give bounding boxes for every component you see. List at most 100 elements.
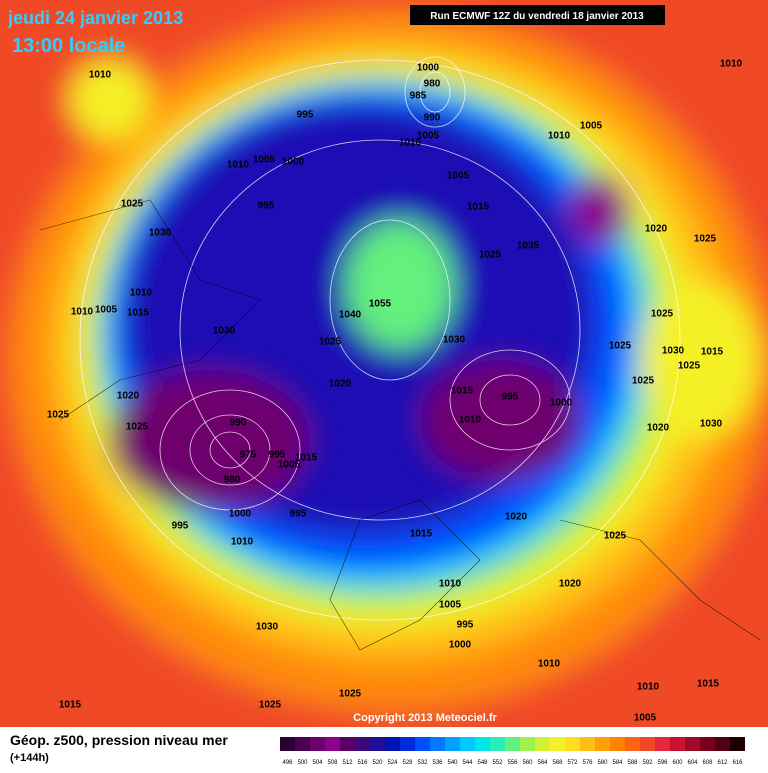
time: 13:00 locale <box>12 35 125 57</box>
isobar-label: 1015 <box>59 700 82 711</box>
scale-swatch <box>610 737 625 751</box>
isobar-label: 1025 <box>121 199 144 210</box>
scale-label: 496 <box>282 760 293 766</box>
isobar-label: 1040 <box>339 310 362 321</box>
isobar-label: 1015 <box>467 202 490 213</box>
isobar-label: 1000 <box>229 509 252 520</box>
scale-label: 516 <box>357 760 368 766</box>
isobar-label: 1020 <box>645 224 668 235</box>
scale-label: 524 <box>387 760 398 766</box>
scale-swatch <box>700 737 715 751</box>
isobars <box>79 56 681 621</box>
isobar-label: 1030 <box>149 228 172 239</box>
scale-label: 616 <box>732 760 743 766</box>
scale-label: 540 <box>447 760 458 766</box>
isobar-label: 1025 <box>47 410 70 421</box>
isobar-label: 995 <box>297 110 314 121</box>
isobar-label: 1010 <box>548 131 571 142</box>
isobar-label: 1000 <box>282 157 305 168</box>
lead-time: (+144h) <box>10 752 49 764</box>
isobar-label: 1030 <box>662 346 685 357</box>
isobar-label: 995 <box>290 509 307 520</box>
scale-label: 512 <box>342 760 353 766</box>
scale-swatch <box>490 737 505 751</box>
date: jeudi 24 janvier 2013 <box>7 8 183 28</box>
isobar-label: 1010 <box>637 682 660 693</box>
isobar-label: 1010 <box>71 307 94 318</box>
scale-label: 600 <box>672 760 683 766</box>
isobar-label: 995 <box>258 201 275 212</box>
isobar-label: 1015 <box>701 347 724 358</box>
scale-label: 552 <box>492 760 503 766</box>
isobar-label: 1020 <box>647 423 670 434</box>
isobar-label: 1000 <box>449 640 472 651</box>
isobar-label: 1030 <box>213 326 236 337</box>
run-info: Run ECMWF 12Z du vendredi 18 janvier 201… <box>430 11 644 22</box>
isobar-label: 1005 <box>278 460 301 471</box>
scale-swatch <box>430 737 445 751</box>
scale-label: 604 <box>687 760 698 766</box>
scale-label: 536 <box>432 760 443 766</box>
scale-swatch <box>640 737 655 751</box>
scale-swatch <box>370 737 385 751</box>
scale-swatch <box>295 737 310 751</box>
isobar-label: 1025 <box>319 337 342 348</box>
isobar-label: 1005 <box>580 121 603 132</box>
isobar-label: 995 <box>269 450 286 461</box>
isobar-label: 1030 <box>256 622 279 633</box>
isobar-label: 1010 <box>399 138 422 149</box>
isobar-label: 1010 <box>231 537 254 548</box>
scale-swatch <box>445 737 460 751</box>
scale-label: 612 <box>717 760 728 766</box>
isobar-label: 1005 <box>95 305 118 316</box>
isobar-label: 1025 <box>126 422 149 433</box>
isobar-label: 1025 <box>651 309 674 320</box>
scale-label: 572 <box>567 760 578 766</box>
isobar-label: 1025 <box>604 531 627 542</box>
isobar-label: 1015 <box>295 453 318 464</box>
isobar-label: 995 <box>502 392 519 403</box>
legend-title: Géop. z500, pression niveau mer <box>10 732 228 748</box>
scale-label: 588 <box>627 760 638 766</box>
scale-label: 560 <box>522 760 533 766</box>
scale-swatch <box>355 737 370 751</box>
isobar-label: 1055 <box>369 299 392 310</box>
scale-swatch <box>550 737 565 751</box>
scale-label: 532 <box>417 760 428 766</box>
scale-label: 504 <box>312 760 323 766</box>
isobar-label: 1025 <box>479 250 502 261</box>
scale-label: 576 <box>582 760 593 766</box>
isobar-label: 1005 <box>417 131 440 142</box>
isobar-label: 1025 <box>259 700 282 711</box>
scale-swatch <box>595 737 610 751</box>
scale-swatch <box>655 737 670 751</box>
scale-swatch <box>475 737 490 751</box>
isobar-label: 1005 <box>634 713 657 724</box>
scale-swatch <box>325 737 340 751</box>
scale-swatch <box>685 737 700 751</box>
isobar-label: 1025 <box>694 234 717 245</box>
scale-label: 508 <box>327 760 338 766</box>
scale-label: 556 <box>507 760 518 766</box>
isobar-label: 995 <box>172 521 189 532</box>
isobar-label: 985 <box>410 91 427 102</box>
scale-label: 584 <box>612 760 623 766</box>
scale-swatch <box>715 737 730 751</box>
scale-label: 528 <box>402 760 413 766</box>
scale-swatch <box>625 737 640 751</box>
scale-swatch <box>310 737 325 751</box>
scale-label: 580 <box>597 760 608 766</box>
scale-label: 592 <box>642 760 653 766</box>
isobar-label: 1005 <box>447 171 470 182</box>
run-box <box>410 5 665 25</box>
isobar-label: 1010 <box>130 288 153 299</box>
isobar-label: 1020 <box>505 512 528 523</box>
isobar-label: 1025 <box>339 689 362 700</box>
isobar-label: 1005 <box>439 600 462 611</box>
isobar-label: 990 <box>230 418 247 429</box>
isobar-label: 1010 <box>89 70 112 81</box>
